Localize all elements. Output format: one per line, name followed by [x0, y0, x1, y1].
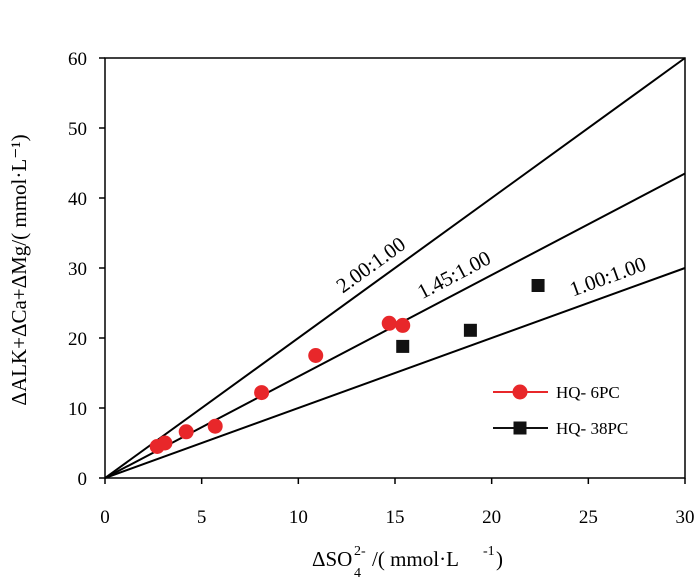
- data-point-hq-6pc: [381, 315, 397, 331]
- y-tick-label: 10: [68, 399, 87, 420]
- x-axis-title-sub: 4: [354, 566, 361, 581]
- x-tick-label: 20: [482, 507, 501, 528]
- x-tick-label: 0: [100, 507, 110, 528]
- data-point-hq-6pc: [395, 317, 411, 333]
- x-axis-title-prefix: ΔSO: [312, 547, 352, 571]
- reference-lines: 2.00:1.00 1.45:1.00 1.00:1.00: [104, 57, 686, 479]
- data-point-hq-6pc: [254, 385, 270, 401]
- x-tick-label: 15: [386, 507, 405, 528]
- data-point-hq-6pc: [308, 348, 324, 363]
- x-tick-label: 5: [197, 507, 207, 528]
- data-point-hq-38pc: [396, 339, 410, 353]
- axis-ticks: 0 5 10 15 20 25 30 0 10 20 30 40 50 60: [68, 49, 695, 528]
- y-tick-label: 60: [68, 49, 87, 70]
- legend-label: HQ- 6PC: [556, 383, 620, 402]
- y-tick-label: 20: [68, 329, 87, 350]
- legend-marker-circle: [512, 384, 528, 400]
- data-point-hq-6pc: [178, 424, 194, 440]
- data-point-hq-6pc: [157, 435, 173, 451]
- reference-line-2-00-1-00: [104, 57, 686, 479]
- x-tick-label: 30: [676, 507, 695, 528]
- x-axis-title-close: ): [496, 547, 503, 571]
- y-tick-label: 0: [78, 469, 88, 490]
- data-point-hq-38pc: [463, 323, 477, 337]
- x-tick-label: 25: [579, 507, 598, 528]
- y-tick-label: 40: [68, 189, 87, 210]
- reference-line-1-00-1-00: [104, 267, 686, 479]
- legend-marker-square: [513, 421, 527, 435]
- x-tick-label: 10: [289, 507, 308, 528]
- x-axis-title: ΔSO 4 2- /( mmol·L -1 ): [312, 544, 503, 581]
- y-axis-title: ΔALK+ΔCa+ΔMg/( mmol·L⁻¹): [7, 134, 31, 405]
- legend: HQ- 6PC HQ- 38PC: [493, 383, 628, 438]
- x-axis-title-unit: /( mmol·L: [372, 547, 459, 571]
- data-point-hq-38pc: [531, 279, 545, 292]
- series-layer: [149, 279, 545, 454]
- reference-line-label: 1.00:1.00: [566, 252, 649, 302]
- x-axis-title-unit-sup: -1: [483, 544, 495, 559]
- x-axis-title-sup: 2-: [354, 544, 366, 559]
- data-point-hq-6pc: [207, 418, 223, 434]
- legend-label: HQ- 38PC: [556, 419, 628, 438]
- y-tick-label: 50: [68, 119, 87, 140]
- y-tick-label: 30: [68, 259, 87, 280]
